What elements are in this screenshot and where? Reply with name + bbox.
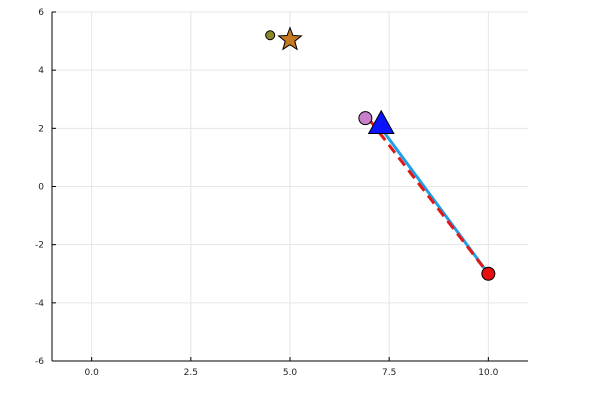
y-tick-label: -4 — [35, 299, 44, 309]
x-tick-label: 5.0 — [283, 368, 298, 378]
ticks: 0.0 2.5 5.0 7.5 10.0 -6 -4 -2 0 2 4 6 — [35, 8, 499, 378]
x-tick-label: 7.5 — [382, 368, 396, 378]
grid — [52, 11, 528, 362]
y-tick-label: 6 — [38, 8, 44, 18]
triangle-marker — [367, 109, 395, 135]
dashed-series-line — [368, 118, 490, 275]
circle-marker — [358, 111, 373, 126]
y-tick-label: 2 — [38, 124, 44, 134]
x-tick-label: 10.0 — [478, 368, 498, 378]
series-lines — [368, 118, 490, 275]
x-tick-label: 2.5 — [184, 368, 198, 378]
star-marker — [277, 26, 303, 51]
circle-marker — [265, 30, 276, 41]
x-tick-label: 0.0 — [85, 368, 100, 378]
markers — [265, 26, 496, 281]
circle-marker — [481, 266, 496, 281]
y-tick-label: -2 — [35, 241, 44, 251]
y-tick-label: -6 — [35, 357, 44, 367]
y-tick-label: 0 — [38, 183, 44, 193]
y-tick-label: 4 — [38, 66, 44, 76]
